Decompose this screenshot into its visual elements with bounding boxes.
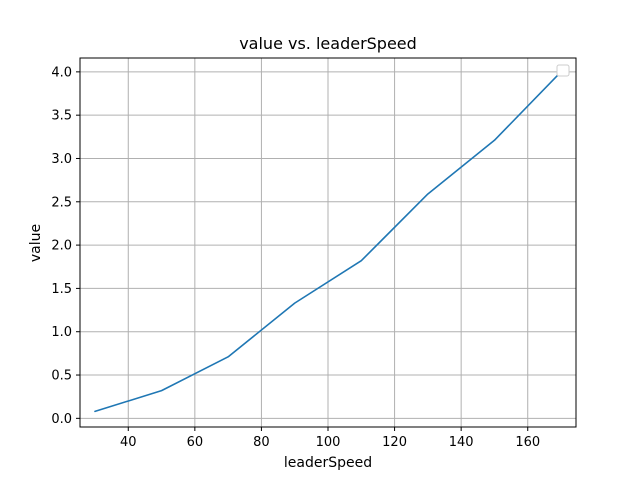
y-tick-label: 0.5 [51, 369, 72, 384]
y-axis-ticks: 0.0 0.5 1.0 1.5 2.0 2.5 3.0 3.5 4.0 [51, 65, 80, 427]
series-layer [94, 71, 562, 413]
y-tick-label: 4.0 [51, 65, 72, 80]
x-tick-label: 120 [382, 435, 407, 450]
series-line [94, 71, 562, 413]
y-tick-label: 1.5 [51, 282, 72, 297]
chart-title: value vs. leaderSpeed [239, 34, 417, 53]
y-tick-label: 2.0 [51, 239, 72, 254]
y-axis-label: value [28, 224, 44, 262]
grid [80, 58, 576, 427]
x-axis-label: leaderSpeed [284, 455, 372, 471]
y-tick-label: 2.5 [51, 195, 72, 210]
x-tick-label: 100 [316, 435, 341, 450]
x-tick-label: 40 [120, 435, 137, 450]
x-tick-label: 160 [515, 435, 540, 450]
x-tick-label: 140 [449, 435, 474, 450]
y-tick-label: 3.0 [51, 152, 72, 167]
x-tick-label: 60 [187, 435, 204, 450]
x-axis-ticks: 40 60 80 100 120 140 160 [120, 427, 540, 450]
legend-box [556, 64, 570, 77]
y-tick-label: 0.0 [51, 412, 72, 427]
x-tick-label: 80 [253, 435, 270, 450]
y-tick-label: 3.5 [51, 109, 72, 124]
y-tick-label: 1.0 [51, 325, 72, 340]
